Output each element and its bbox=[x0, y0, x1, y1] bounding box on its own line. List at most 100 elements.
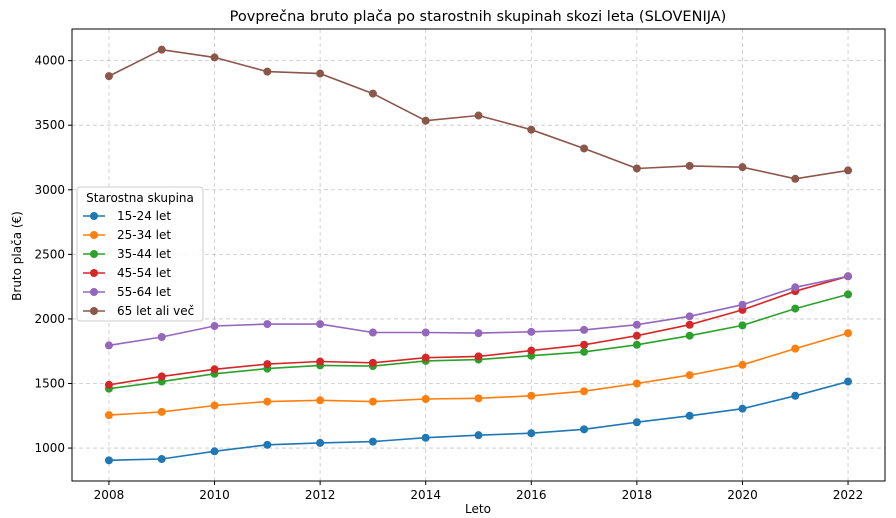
data-point bbox=[104, 411, 113, 420]
data-point bbox=[368, 397, 377, 406]
data-point bbox=[474, 431, 483, 440]
y-tick-label: 1500 bbox=[34, 376, 65, 390]
y-tick-label: 2500 bbox=[34, 247, 65, 261]
data-point bbox=[791, 283, 800, 292]
legend-label: 35-44 let bbox=[117, 247, 171, 261]
data-point bbox=[474, 111, 483, 120]
data-point bbox=[685, 161, 694, 170]
data-point bbox=[263, 360, 272, 369]
legend-swatch-marker bbox=[90, 250, 98, 258]
data-point bbox=[580, 387, 589, 396]
legend-label: 65 let ali več bbox=[117, 304, 194, 318]
data-point bbox=[316, 69, 325, 78]
y-axis-label: Bruto plača (€) bbox=[10, 211, 24, 301]
data-point bbox=[210, 322, 219, 331]
data-point bbox=[421, 353, 430, 362]
data-point bbox=[263, 397, 272, 406]
legend-title: Starostna skupina bbox=[86, 191, 194, 205]
legend-items: 15-24 let 25-34 let 35-44 let 45-54 let 55-6… bbox=[83, 209, 194, 318]
data-point bbox=[632, 320, 641, 329]
x-tick-label: 2012 bbox=[305, 488, 336, 502]
data-point bbox=[157, 407, 166, 416]
data-point bbox=[421, 394, 430, 403]
y-tick-label: 4000 bbox=[34, 54, 65, 68]
data-point bbox=[527, 125, 536, 134]
data-point bbox=[685, 312, 694, 321]
x-tick-label: 2008 bbox=[94, 488, 125, 502]
x-axis-label: Leto bbox=[465, 502, 491, 516]
data-point bbox=[738, 360, 747, 369]
data-point bbox=[844, 329, 853, 338]
data-point bbox=[368, 89, 377, 98]
data-point bbox=[527, 429, 536, 438]
legend-label: 45-54 let bbox=[117, 266, 171, 280]
x-tick-label: 2020 bbox=[727, 488, 758, 502]
data-point bbox=[210, 401, 219, 410]
legend-swatch-marker bbox=[90, 307, 98, 315]
data-point bbox=[368, 328, 377, 337]
data-point bbox=[210, 447, 219, 456]
data-point bbox=[263, 67, 272, 76]
y-axis-ticks: 1000 1500 2000 2500 3000 3500 4000 bbox=[34, 54, 72, 455]
data-point bbox=[368, 437, 377, 446]
legend-label: 15-24 let bbox=[117, 209, 171, 223]
data-point bbox=[104, 72, 113, 81]
data-point bbox=[157, 45, 166, 54]
data-point bbox=[157, 372, 166, 381]
data-point bbox=[580, 340, 589, 349]
legend-label: 25-34 let bbox=[117, 228, 171, 242]
data-point bbox=[738, 321, 747, 330]
data-point bbox=[157, 333, 166, 342]
data-point bbox=[844, 272, 853, 281]
data-point bbox=[738, 163, 747, 172]
data-point bbox=[474, 329, 483, 338]
data-point bbox=[580, 425, 589, 434]
data-point bbox=[685, 320, 694, 329]
data-point bbox=[157, 455, 166, 464]
data-point bbox=[685, 411, 694, 420]
data-point bbox=[632, 418, 641, 427]
x-tick-label: 2022 bbox=[833, 488, 864, 502]
data-point bbox=[263, 320, 272, 329]
data-point bbox=[474, 352, 483, 361]
legend-swatch-marker bbox=[90, 212, 98, 220]
plot-frame bbox=[71, 28, 886, 482]
data-point bbox=[104, 380, 113, 389]
data-point bbox=[844, 290, 853, 299]
data-point bbox=[474, 394, 483, 403]
data-point bbox=[316, 438, 325, 447]
data-point bbox=[632, 379, 641, 388]
data-point bbox=[791, 174, 800, 183]
data-point bbox=[316, 320, 325, 329]
data-point bbox=[580, 347, 589, 356]
x-tick-label: 2010 bbox=[199, 488, 230, 502]
chart-title: Povprečna bruto plača po starostnih skup… bbox=[230, 9, 727, 25]
data-point bbox=[421, 433, 430, 442]
data-point bbox=[421, 116, 430, 125]
x-tick-label: 2018 bbox=[622, 488, 653, 502]
data-point bbox=[685, 331, 694, 340]
data-point bbox=[738, 300, 747, 309]
x-tick-label: 2016 bbox=[516, 488, 547, 502]
data-point bbox=[791, 304, 800, 313]
data-point bbox=[527, 391, 536, 400]
legend-swatch-marker bbox=[90, 231, 98, 239]
data-point bbox=[527, 327, 536, 336]
data-point bbox=[210, 53, 219, 62]
data-point bbox=[316, 357, 325, 366]
data-point bbox=[580, 144, 589, 153]
data-point bbox=[580, 325, 589, 334]
x-tick-label: 2014 bbox=[410, 488, 441, 502]
data-point bbox=[791, 391, 800, 400]
data-point bbox=[844, 166, 853, 175]
data-point bbox=[632, 331, 641, 340]
y-tick-label: 3500 bbox=[34, 118, 65, 132]
data-point bbox=[685, 371, 694, 380]
legend-swatch-marker bbox=[90, 288, 98, 296]
legend-label: 55-64 let bbox=[117, 285, 171, 299]
data-point bbox=[738, 404, 747, 413]
data-point bbox=[791, 344, 800, 353]
legend-swatch-marker bbox=[90, 269, 98, 277]
y-tick-label: 2000 bbox=[34, 312, 65, 326]
